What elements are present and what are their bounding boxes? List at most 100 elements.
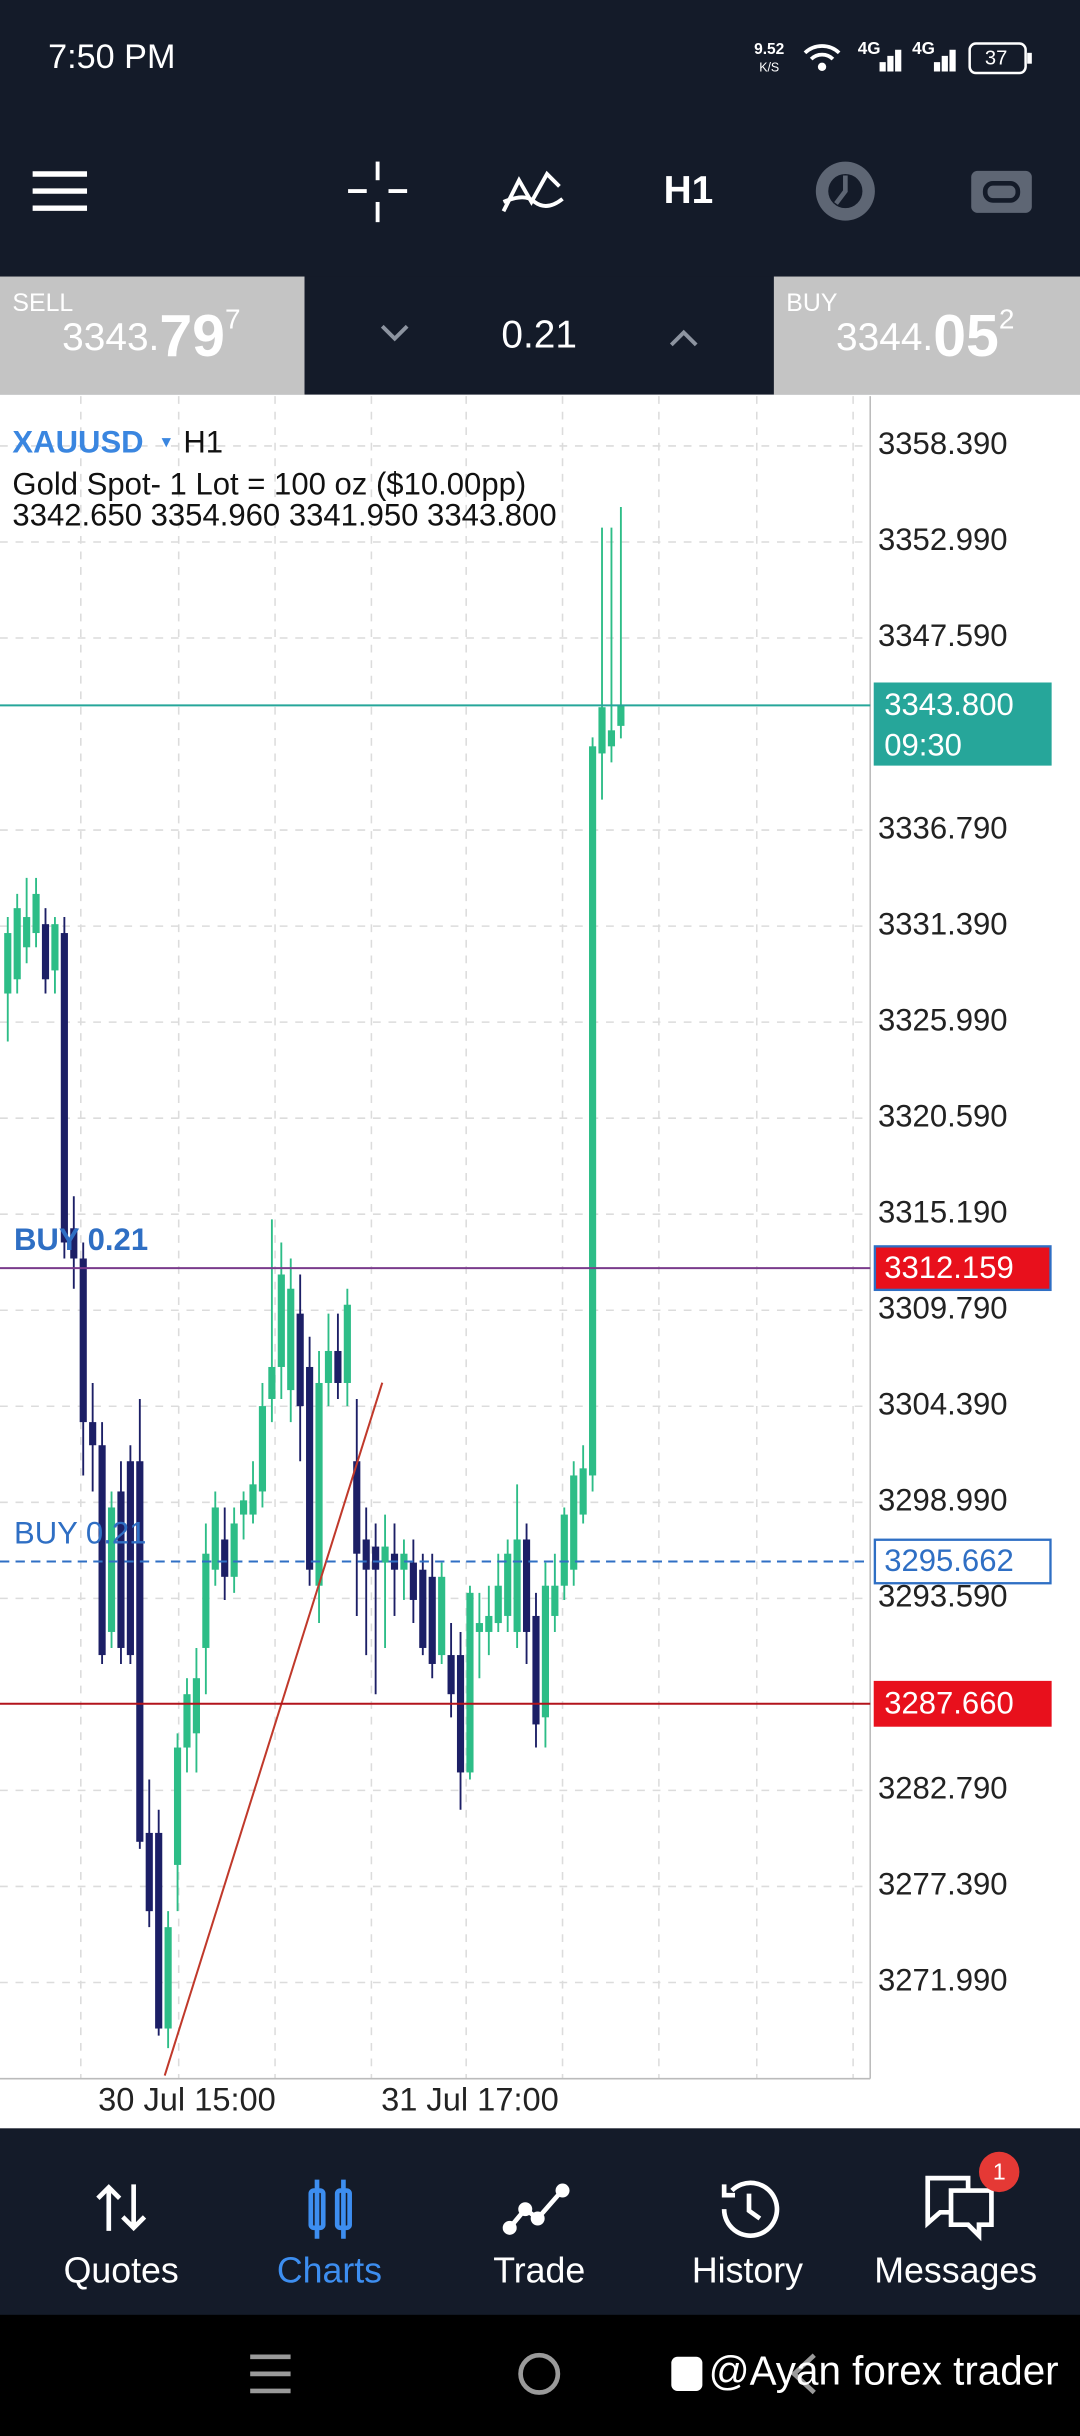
- candle-body: [400, 1553, 408, 1570]
- candle-body: [343, 1304, 351, 1383]
- candle-body: [334, 1350, 342, 1383]
- candle-body: [381, 1546, 389, 1563]
- symbol-description: Gold Spot- 1 Lot = 100 oz ($10.00pp): [12, 466, 526, 501]
- price-box: [873, 682, 1052, 766]
- chart-type-button[interactable]: [971, 170, 1032, 213]
- candle-body: [145, 1832, 153, 1912]
- nav-item[interactable]: Charts: [277, 2250, 382, 2290]
- candle-body: [617, 705, 625, 726]
- lot-increase[interactable]: [669, 329, 698, 347]
- y-tick-label: 3325.990: [878, 1002, 1008, 1037]
- badge-count: 1: [993, 2159, 1006, 2185]
- candle-body: [504, 1553, 512, 1616]
- candle-body: [306, 1366, 314, 1570]
- candle-body: [485, 1615, 493, 1632]
- candle-body: [541, 1585, 549, 1718]
- candle-body: [475, 1623, 483, 1632]
- fb-icon: [671, 2356, 703, 2391]
- buy-price-sup: 2: [999, 304, 1015, 335]
- y-tick-label: 3271.990: [878, 1963, 1008, 1998]
- net-speed-unit: K/S: [759, 61, 779, 75]
- candle-body: [60, 933, 68, 1243]
- signal-bars: [879, 49, 956, 72]
- objects-button[interactable]: [815, 161, 875, 221]
- candle-body: [136, 1461, 144, 1842]
- buy-price-big: 05: [933, 303, 999, 369]
- lot-size[interactable]: 0.21: [501, 313, 577, 356]
- candle-body: [258, 1406, 267, 1492]
- y-tick-label: 3282.790: [878, 1771, 1008, 1806]
- candle-body: [98, 1445, 106, 1656]
- y-tick-label: 3347.590: [878, 618, 1008, 653]
- price-label: 3343.800: [884, 687, 1014, 722]
- candle-body: [183, 1694, 191, 1748]
- timeframe-button[interactable]: H1: [664, 169, 714, 212]
- y-tick-label: 3277.390: [878, 1867, 1008, 1902]
- candle-body: [409, 1562, 417, 1600]
- candle-body: [277, 1274, 285, 1367]
- candle-body: [249, 1484, 257, 1515]
- sell-panel[interactable]: [0, 276, 305, 395]
- candle-body: [4, 933, 12, 994]
- nav-item[interactable]: Messages: [874, 2250, 1037, 2290]
- top-bar: [0, 0, 1080, 277]
- sell-label: SELL: [12, 289, 73, 317]
- menu-button[interactable]: [32, 171, 88, 211]
- wifi-icon: [803, 44, 841, 71]
- sell-price: 3343.797: [62, 303, 240, 369]
- lot-panel: [304, 276, 774, 395]
- y-tick-label: 3304.390: [878, 1386, 1008, 1421]
- candle-body: [32, 893, 40, 934]
- nav-item[interactable]: History: [692, 2250, 803, 2290]
- sell-price-sup: 7: [225, 304, 241, 335]
- buy-price-main: 3344.: [836, 317, 933, 360]
- candle-body: [551, 1585, 559, 1616]
- candle-body: [570, 1475, 578, 1570]
- y-tick-label: 3331.390: [878, 906, 1008, 941]
- y-tick-label: 3320.590: [878, 1098, 1008, 1133]
- watermark: @Ayan forex trader: [709, 2348, 1059, 2394]
- y-tick-label: 3358.390: [878, 426, 1008, 461]
- y-tick-label: 3315.190: [878, 1194, 1008, 1229]
- symbol-dropdown[interactable]: [161, 438, 171, 448]
- crosshair-button[interactable]: [348, 161, 408, 223]
- candle-body: [23, 917, 31, 948]
- candle-body: [522, 1539, 531, 1632]
- x-tick-label: 30 Jul 15:00: [98, 2081, 276, 2118]
- lot-decrease[interactable]: [380, 324, 409, 342]
- symbol[interactable]: XAUUSD: [12, 425, 143, 460]
- candle-body: [230, 1523, 238, 1577]
- candle-body: [419, 1569, 427, 1648]
- candle-body: [447, 1655, 455, 1695]
- nav-item[interactable]: Trade: [493, 2250, 585, 2290]
- signal-2: 4G: [912, 39, 935, 58]
- price-label: 3287.660: [884, 1686, 1014, 1721]
- candle-body: [51, 924, 59, 971]
- price-box: [873, 1680, 1052, 1727]
- y-tick-label: 3336.790: [878, 810, 1008, 845]
- candle-body: [79, 1258, 87, 1423]
- buy-panel[interactable]: [773, 276, 1080, 395]
- candle-body: [164, 1927, 172, 2029]
- candle-body: [117, 1491, 125, 1648]
- indicators-button[interactable]: [501, 170, 564, 213]
- candle-body: [126, 1461, 134, 1656]
- badge: [978, 2151, 1020, 2193]
- quotes-icon: [96, 2184, 147, 2232]
- price-label: 3295.662: [884, 1543, 1014, 1578]
- nav-item[interactable]: Quotes: [64, 2250, 179, 2290]
- candle-body: [456, 1655, 465, 1773]
- battery-tip: [1027, 52, 1032, 64]
- history-icon: [721, 2180, 780, 2238]
- candle-body: [428, 1576, 436, 1664]
- battery-level: 37: [985, 47, 1007, 69]
- system-buttons[interactable]: [250, 2352, 816, 2395]
- candle-body: [268, 1366, 276, 1399]
- candle-body: [324, 1350, 333, 1383]
- y-tick-label: 3298.990: [878, 1483, 1008, 1518]
- buy-label: BUY: [786, 289, 838, 317]
- messages-icon: [925, 2175, 994, 2242]
- order-label: BUY 0.21: [14, 1222, 148, 1257]
